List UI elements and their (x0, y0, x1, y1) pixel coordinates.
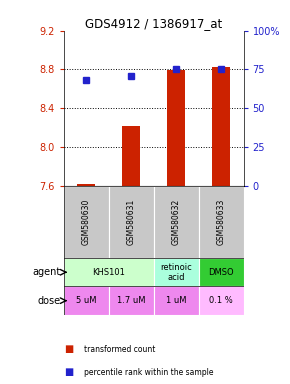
Text: dose: dose (37, 296, 60, 306)
Text: transformed count: transformed count (84, 345, 155, 354)
Text: GSM580630: GSM580630 (82, 199, 91, 245)
Text: retinoic
acid: retinoic acid (160, 263, 192, 281)
Text: ■: ■ (64, 367, 73, 377)
Bar (212, 66, 230, 186)
Text: GSM580633: GSM580633 (217, 199, 226, 245)
Text: agent: agent (32, 267, 60, 277)
Text: 5 uM: 5 uM (76, 296, 97, 305)
Bar (199, 258, 244, 286)
Bar (77, 184, 95, 186)
Bar (167, 70, 185, 186)
Text: 1.7 uM: 1.7 uM (117, 296, 146, 305)
Bar (122, 126, 140, 186)
Text: GSM580632: GSM580632 (172, 199, 181, 245)
Bar (154, 186, 199, 258)
Text: 0.1 %: 0.1 % (209, 296, 233, 305)
Text: percentile rank within the sample: percentile rank within the sample (84, 368, 214, 377)
Bar (109, 286, 154, 315)
Text: ■: ■ (64, 344, 73, 354)
Text: DMSO: DMSO (208, 268, 234, 277)
Text: 1 uM: 1 uM (166, 296, 186, 305)
Title: GDS4912 / 1386917_at: GDS4912 / 1386917_at (85, 17, 222, 30)
Text: KHS101: KHS101 (92, 268, 125, 277)
Text: GSM580631: GSM580631 (127, 199, 136, 245)
Bar (154, 286, 199, 315)
Bar (64, 258, 154, 286)
Bar (64, 286, 109, 315)
Bar (154, 258, 199, 286)
Bar (109, 186, 154, 258)
Bar (199, 186, 244, 258)
Bar (64, 186, 109, 258)
Bar (199, 286, 244, 315)
